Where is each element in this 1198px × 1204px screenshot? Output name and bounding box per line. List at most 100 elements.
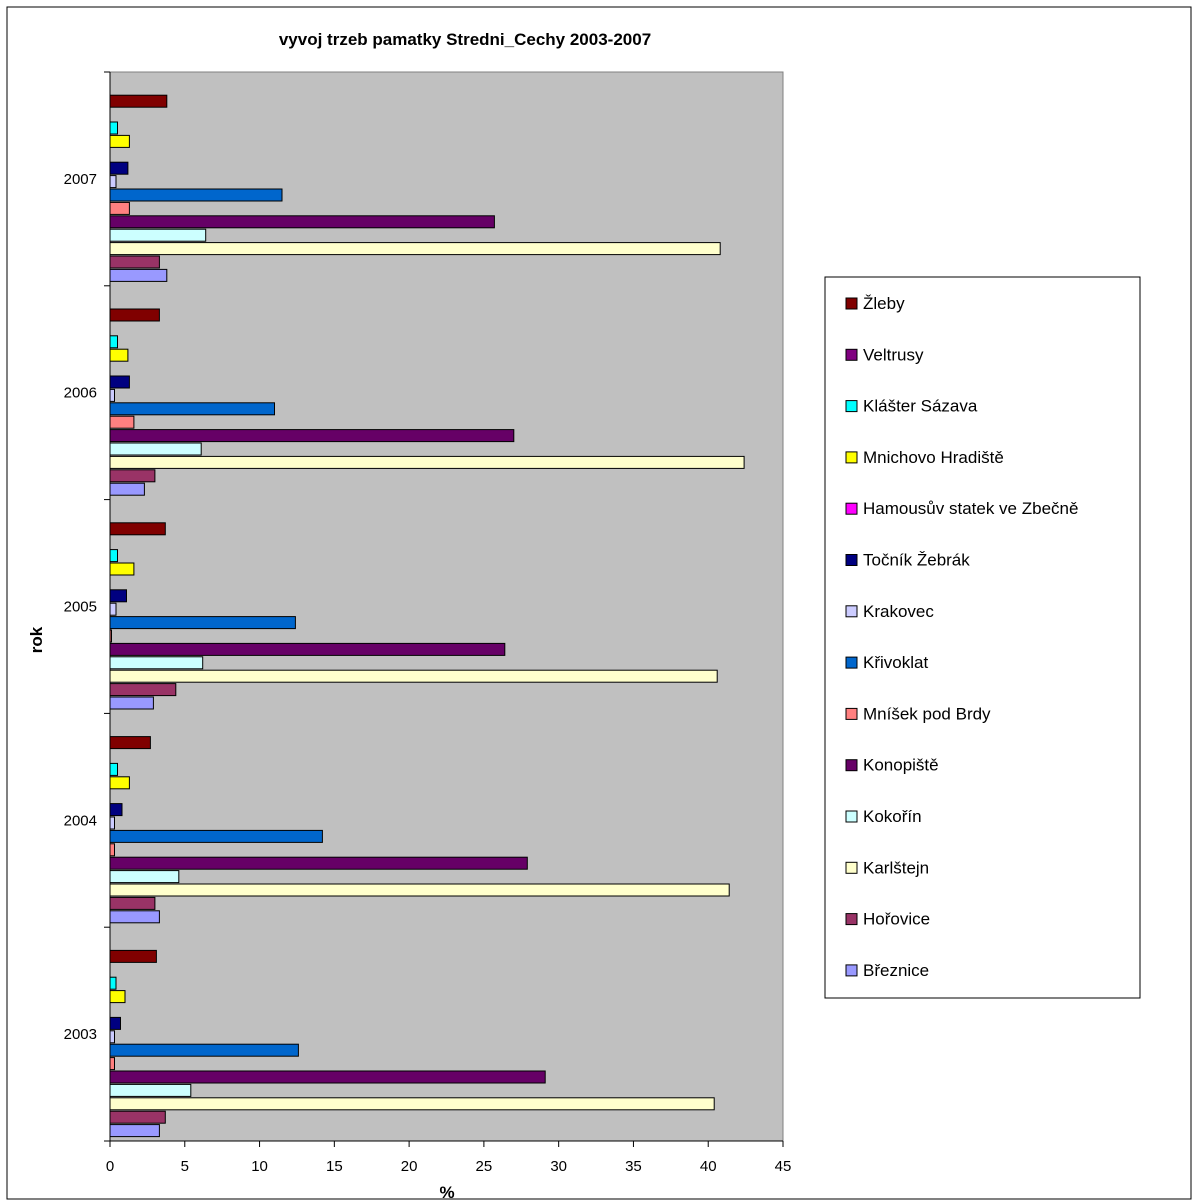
legend-label-klaster-sazava: Klášter Sázava — [863, 397, 978, 416]
bar-2007-konopiste — [109, 215, 495, 229]
bar-2007-zleby — [109, 94, 168, 108]
y-tick-label: 2007 — [64, 171, 97, 188]
bar-2004-horovice — [109, 896, 156, 910]
legend-swatch-breznice — [845, 964, 858, 977]
bar-2003-karlstejn — [109, 1097, 715, 1111]
bar-2003-mnisek-pod-brdy — [109, 1057, 115, 1071]
bar-2003-kokorin — [109, 1083, 192, 1097]
bar-2007-klaster-sazava — [109, 121, 118, 135]
bar-2006-tocnik-zebrak — [109, 375, 130, 389]
bar-2003-horovice — [109, 1110, 166, 1124]
bar-2003-zleby — [109, 949, 157, 963]
bar-2007-krakovec — [109, 175, 117, 189]
y-tick-label: 2004 — [64, 812, 97, 829]
bar-2004-breznice — [109, 910, 160, 924]
bar-2005-kokorin — [109, 656, 204, 670]
legend-swatch-klaster-sazava — [845, 400, 858, 413]
bar-2004-mnichovo-hradiste — [109, 776, 130, 790]
x-tick-label: 40 — [700, 1158, 717, 1175]
bar-2005-horovice — [109, 683, 177, 697]
legend-swatch-mnichovo-hradiste — [845, 451, 858, 464]
bar-2006-karlstejn — [109, 455, 745, 469]
legend-swatch-mnisek-pod-brdy — [845, 707, 858, 720]
legend-swatch-karlstejn — [845, 861, 858, 874]
x-tick-label: 25 — [476, 1158, 493, 1175]
bar-2004-karlstejn — [109, 883, 730, 897]
legend-swatch-tocnik-zebrak — [845, 554, 858, 566]
bar-2006-mnichovo-hradiste — [109, 348, 129, 362]
bar-2006-kokorin — [109, 442, 202, 456]
bar-2004-tocnik-zebrak — [109, 803, 123, 817]
bar-2004-klaster-sazava — [109, 762, 118, 776]
x-tick-label: 20 — [401, 1158, 418, 1175]
legend-label-mnisek-pod-brdy: Mníšek pod Brdy — [863, 704, 991, 723]
legend-items: Žleby Veltrusy Klášter Sázava Mnichovo Hrad… — [845, 294, 1078, 980]
x-tick-label: 0 — [106, 1158, 114, 1175]
y-tick-label: 2005 — [64, 599, 97, 616]
legend-swatch-hamousuv-statek-ve-zbecne — [845, 502, 858, 515]
legend-swatch-konopiste — [845, 759, 858, 772]
legend-label-breznice: Březnice — [863, 961, 929, 980]
legend-label-mnichovo-hradiste: Mnichovo Hradiště — [863, 448, 1004, 467]
x-tick-label: 5 — [181, 1158, 189, 1175]
x-tick-label: 15 — [326, 1158, 343, 1175]
bar-2005-konopiste — [109, 642, 506, 656]
x-tick-label: 35 — [625, 1158, 642, 1175]
bar-2006-horovice — [109, 469, 156, 483]
legend-label-kokorin: Kokořín — [863, 807, 922, 826]
legend-label-karlstejn: Karlštejn — [863, 858, 929, 877]
bar-2007-kokorin — [109, 228, 207, 242]
bar-2004-konopiste — [109, 856, 528, 870]
legend-swatch-kokorin — [845, 810, 858, 823]
bar-2007-mnisek-pod-brdy — [109, 201, 130, 215]
legend-label-krakovec: Krakovec — [863, 602, 934, 621]
legend-label-hamousuv-statek-ve-zbecne: Hamousův statek ve Zbečně — [863, 499, 1078, 518]
bar-2007-breznice — [109, 268, 168, 282]
legend-swatch-horovice — [845, 913, 858, 926]
axes-group: 0 5 10 15 20 25 30 35 40 45 2003 2004 2005 2006 2007 — [64, 71, 792, 1175]
bar-2006-breznice — [109, 482, 145, 496]
bar-2003-konopiste — [109, 1070, 546, 1084]
bar-2005-breznice — [109, 696, 154, 710]
legend-label-horovice: Hořovice — [863, 910, 930, 929]
bar-2007-krivoklat — [109, 188, 283, 202]
bar-2004-mnisek-pod-brdy — [109, 843, 115, 857]
legend-box — [824, 276, 1141, 999]
legend-swatch-zleby — [845, 297, 858, 310]
y-tick-label: 2006 — [64, 385, 97, 402]
x-tick-label: 10 — [251, 1158, 268, 1175]
x-tick-label: 45 — [775, 1158, 792, 1175]
bar-2003-krivoklat — [109, 1043, 299, 1057]
bar-2006-mnisek-pod-brdy — [109, 415, 135, 429]
bar-2004-zleby — [109, 736, 151, 750]
legend-label-konopiste: Konopiště — [863, 756, 939, 775]
bar-2005-krakovec — [109, 602, 117, 616]
bar-2007-mnichovo-hradiste — [109, 134, 130, 148]
legend: Žleby Veltrusy Klášter Sázava Mnichovo Hrad… — [824, 276, 1141, 999]
bar-2003-mnichovo-hradiste — [109, 990, 126, 1004]
legend-swatch-krivoklat — [845, 656, 858, 669]
bar-2006-zleby — [109, 308, 160, 322]
chart-title: vyvoj trzeb pamatky Stredni_Cechy 2003-2… — [279, 30, 651, 49]
y-axis-title: rok — [27, 626, 46, 653]
x-tick-label: 30 — [550, 1158, 567, 1175]
bar-2004-krakovec — [109, 816, 115, 830]
bar-2007-tocnik-zebrak — [109, 161, 129, 175]
bar-2007-karlstejn — [109, 242, 721, 256]
legend-label-krivoklat: Křivoklat — [863, 653, 928, 672]
legend-swatch-veltrusy — [845, 348, 858, 361]
bar-2003-krakovec — [109, 1030, 115, 1044]
legend-label-veltrusy: Veltrusy — [863, 345, 924, 364]
bar-2005-tocnik-zebrak — [109, 589, 127, 603]
bar-2006-krakovec — [109, 388, 115, 402]
bar-2005-karlstejn — [109, 669, 718, 683]
legend-swatch-krakovec — [845, 605, 858, 618]
plot-area — [109, 71, 784, 1142]
bar-2006-krivoklat — [109, 402, 275, 416]
bar-2005-zleby — [109, 522, 166, 536]
bar-2003-breznice — [109, 1124, 160, 1138]
bar-2006-konopiste — [109, 429, 515, 443]
y-tick-label: 2003 — [64, 1026, 97, 1043]
